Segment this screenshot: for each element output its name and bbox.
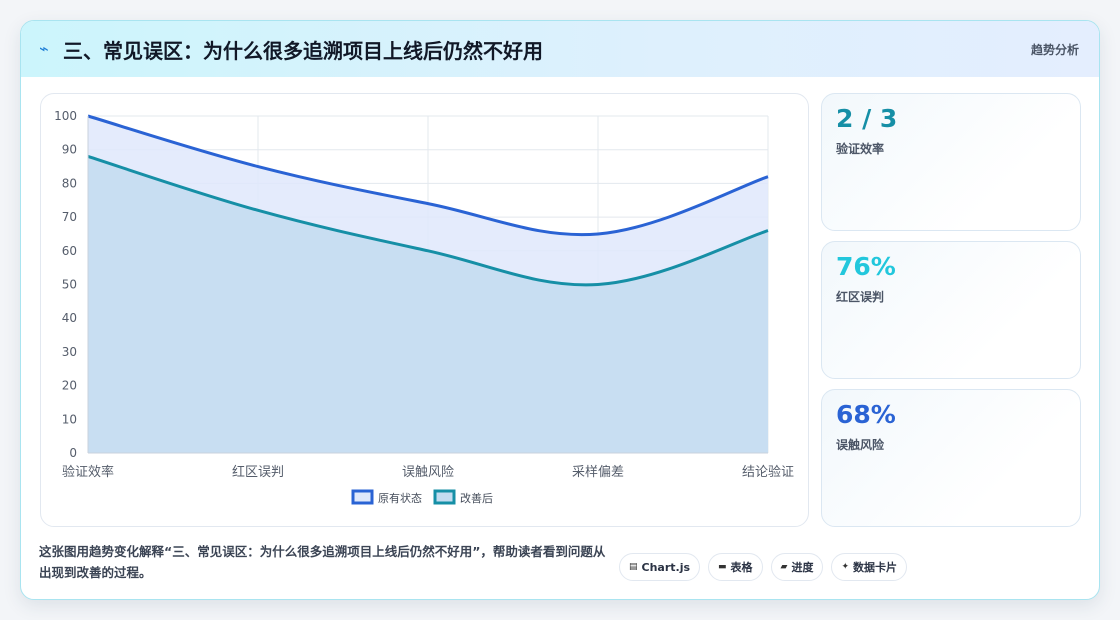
main-card: ⌁ 三、常见误区：为什么很多追溯项目上线后仍然不好用 趋势分析 0 10 20 30 4…: [20, 20, 1100, 600]
stat-value-2: 76%: [836, 252, 896, 281]
sparkle-icon: ✦: [841, 562, 850, 572]
y-tick-label: 90: [62, 143, 77, 157]
chip-data-card[interactable]: ✦ 数据卡片: [831, 553, 908, 581]
stat-value-1: 2 / 3: [836, 104, 898, 133]
x-tick-label: 采样偏差: [572, 465, 624, 480]
y-tick-label: 100: [54, 109, 77, 123]
stat-label-3: 误触风险: [836, 438, 885, 452]
y-tick-label: 0: [69, 446, 77, 460]
legend-swatch-1: [351, 489, 374, 505]
y-tick-label: 30: [62, 345, 77, 359]
card-header: ⌁ 三、常见误区：为什么很多追溯项目上线后仍然不好用 趋势分析: [21, 21, 1099, 77]
table-icon: ▬: [718, 562, 727, 572]
x-tick-label: 验证效率: [62, 464, 114, 480]
lightning-icon: ⌁: [39, 39, 49, 58]
y-tick-label: 80: [62, 176, 77, 190]
feature-chips: ▤ Chart.js ▬ 表格 ▰ 进度 ✦ 数据卡片: [619, 553, 908, 581]
chip-label: 进度: [791, 561, 814, 574]
page-title: 三、常见误区：为什么很多追溯项目上线后仍然不好用: [63, 39, 543, 63]
chip-table[interactable]: ▬ 表格: [708, 553, 763, 581]
chart-description: 这张图用趋势变化解释“三、常见误区：为什么很多追溯项目上线后仍然不好用”，帮助读…: [39, 544, 606, 580]
chip-progress[interactable]: ▰ 进度: [770, 553, 824, 581]
chart-panel: 0 10 20 30 40 50 60 70 80 90 100 验证效率 红区误判 误触风险 采样偏差 结论…: [40, 93, 809, 527]
table-icon: ▤: [629, 562, 638, 572]
stat-label-2: 红区误判: [836, 290, 885, 304]
legend-swatch-2: [433, 489, 456, 505]
legend-label-2: 改善后: [460, 491, 493, 505]
progress-icon: ▰: [780, 562, 788, 572]
chip-label: 表格: [730, 561, 753, 574]
chip-label: 数据卡片: [853, 561, 898, 574]
stat-value-3: 68%: [836, 400, 896, 429]
y-tick-label: 40: [62, 311, 77, 325]
stat-card-3: 68% 误触风险: [821, 389, 1081, 527]
stat-card-1: 2 / 3 验证效率: [821, 93, 1081, 231]
legend-label-1: 原有状态: [378, 491, 422, 505]
trend-chart: 0 10 20 30 40 50 60 70 80 90 100 验证效率 红区误判 误触风险 采样偏差 结论…: [54, 109, 794, 505]
trend-analysis-tag: 趋势分析: [1030, 43, 1079, 57]
y-tick-label: 70: [62, 210, 77, 224]
x-tick-label: 结论验证: [742, 464, 794, 480]
y-tick-label: 60: [62, 244, 77, 258]
x-tick-label: 红区误判: [232, 464, 284, 480]
series-line-1: [87, 114, 769, 237]
series-area-2: [88, 156, 768, 453]
y-tick-label: 10: [62, 412, 77, 426]
chip-label: Chart.js: [641, 560, 691, 574]
chip-chartjs[interactable]: ▤ Chart.js: [619, 553, 701, 581]
stat-card-2: 76% 红区误判: [821, 241, 1081, 379]
series-line-2: [87, 155, 769, 287]
stat-label-1: 验证效率: [836, 142, 885, 156]
y-tick-label: 20: [62, 379, 77, 393]
y-tick-label: 50: [62, 278, 77, 292]
x-tick-label: 误触风险: [402, 465, 454, 480]
